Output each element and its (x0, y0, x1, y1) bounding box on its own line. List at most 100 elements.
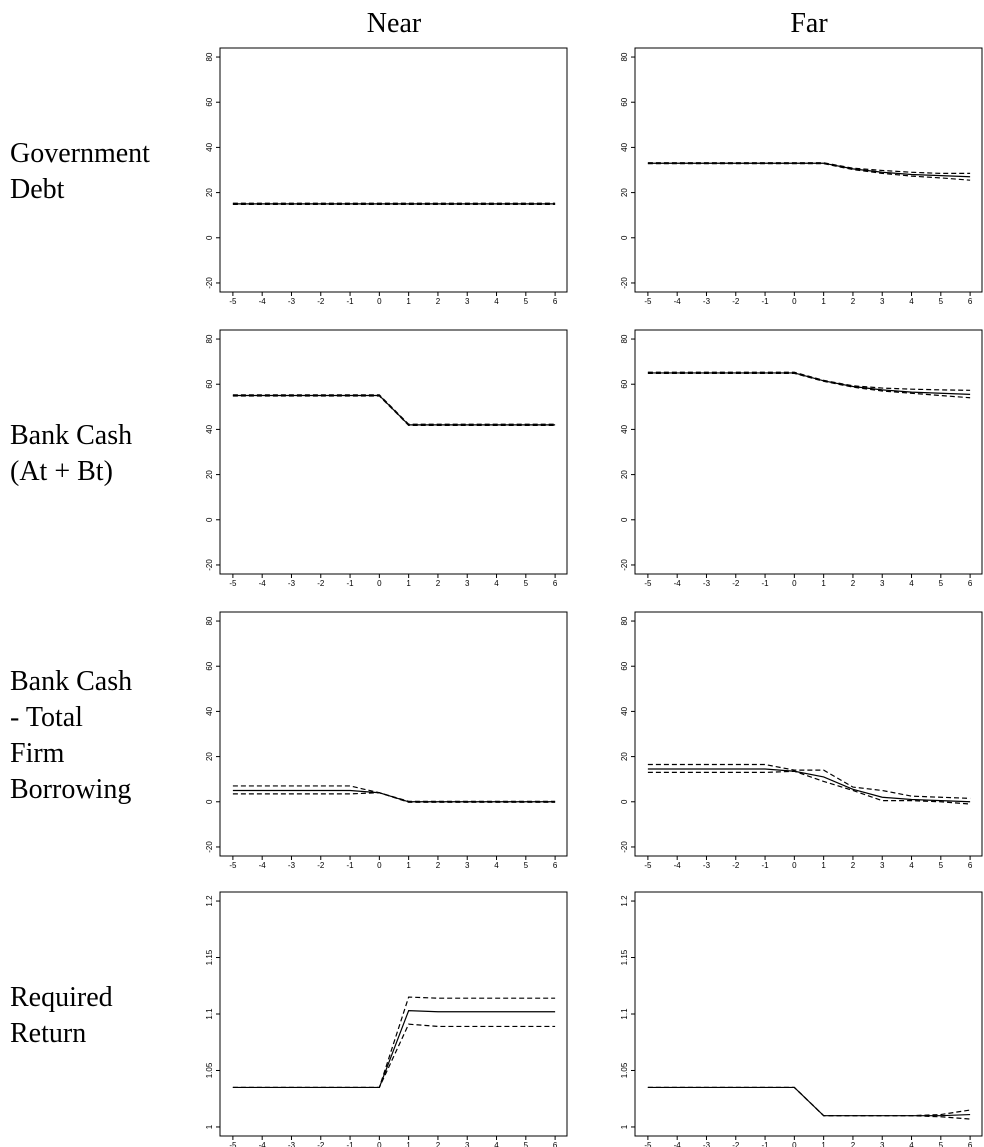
x-tick-label: 5 (939, 297, 944, 306)
x-tick-label: 1 (406, 297, 411, 306)
y-tick-label: 1.05 (205, 1062, 214, 1078)
x-tick-label: 5 (524, 297, 529, 306)
x-tick-label: -4 (674, 297, 682, 306)
y-tick-label: 20 (620, 470, 629, 479)
x-tick-label: 4 (494, 297, 499, 306)
x-tick-label: 4 (909, 579, 914, 588)
x-tick-label: 1 (821, 1141, 826, 1147)
x-tick-label: 2 (436, 297, 441, 306)
y-tick-label: 20 (205, 188, 214, 197)
line (232, 394, 556, 426)
line (647, 1086, 971, 1117)
line (232, 996, 556, 1089)
y-tick-label: 1 (620, 1124, 629, 1129)
plot-frame (219, 611, 568, 857)
line (647, 763, 971, 799)
panel: -5 -4 -3 -2 -1 0 1 2 3 4 5 6 -20 0 20 40 60 80 (620, 47, 983, 306)
x-tick-label: -5 (644, 1141, 652, 1147)
x-tick-label: 0 (377, 1141, 382, 1147)
x-tick-label: -4 (674, 579, 682, 588)
y-tick-label: 40 (620, 424, 629, 433)
line (647, 162, 971, 178)
panel: -5 -4 -3 -2 -1 0 1 2 3 4 5 6 1 1.05 1.1 1.15 1.2 (620, 891, 983, 1147)
y-tick-label: 20 (205, 470, 214, 479)
x-tick-label: -4 (259, 579, 267, 588)
x-tick-label: 3 (880, 861, 885, 870)
x-tick-label: -5 (644, 297, 652, 306)
line (647, 768, 971, 803)
y-tick-label: 1 (205, 1124, 214, 1129)
x-tick-label: 2 (851, 579, 856, 588)
plot-frame (219, 47, 568, 293)
x-tick-label: 1 (406, 861, 411, 870)
x-tick-label: 5 (524, 579, 529, 588)
x-tick-label: 3 (880, 1141, 885, 1147)
y-tick-label: 40 (205, 424, 214, 433)
column-header: Far (790, 8, 828, 39)
x-tick-label: 6 (553, 861, 558, 870)
x-tick-label: -4 (674, 1141, 682, 1147)
x-tick-label: 2 (436, 861, 441, 870)
line (232, 394, 556, 425)
x-tick-label: 3 (880, 579, 885, 588)
y-tick-label: 1.05 (620, 1062, 629, 1078)
y-tick-label: 1.1 (620, 1008, 629, 1020)
x-tick-label: -2 (317, 297, 325, 306)
row-label: (At + Bt) (10, 456, 113, 487)
x-tick-label: 3 (465, 861, 470, 870)
x-tick-label: -3 (703, 579, 711, 588)
y-tick-label: 20 (620, 188, 629, 197)
line (232, 395, 556, 426)
plot-frame (219, 891, 568, 1137)
x-tick-label: 1 (406, 579, 411, 588)
x-tick-label: -3 (703, 861, 711, 870)
x-tick-label: -1 (761, 861, 769, 870)
x-tick-label: -5 (644, 579, 652, 588)
panel: -5 -4 -3 -2 -1 0 1 2 3 4 5 6 -20 0 20 40 60 80 (620, 611, 983, 870)
x-tick-label: 3 (465, 1141, 470, 1147)
row-label: - Total (10, 702, 83, 733)
x-tick-label: 6 (968, 579, 973, 588)
line (232, 1009, 556, 1089)
x-tick-label: -3 (288, 1141, 296, 1147)
plot-frame (634, 47, 983, 293)
y-tick-label: 60 (205, 379, 214, 388)
x-tick-label: -3 (288, 297, 296, 306)
line (647, 770, 971, 805)
y-tick-label: 40 (205, 142, 214, 151)
x-tick-label: 4 (494, 579, 499, 588)
plot-frame (634, 329, 983, 575)
row-label: Borrowing (10, 774, 131, 805)
x-tick-label: -2 (317, 861, 325, 870)
x-tick-label: -1 (761, 297, 769, 306)
panel: -5 -4 -3 -2 -1 0 1 2 3 4 5 6 1 1.05 1.1 1.15 1.2 (205, 891, 568, 1147)
y-tick-label: 0 (205, 517, 214, 522)
x-tick-label: 5 (939, 579, 944, 588)
x-tick-label: -4 (259, 297, 267, 306)
y-tick-label: -20 (620, 277, 629, 289)
x-tick-label: 5 (939, 1141, 944, 1147)
x-tick-label: -1 (346, 579, 354, 588)
line (232, 792, 556, 803)
y-tick-label: -20 (205, 277, 214, 289)
x-tick-label: 2 (851, 297, 856, 306)
x-tick-label: 2 (851, 1141, 856, 1147)
x-tick-label: 5 (939, 861, 944, 870)
y-tick-label: 60 (620, 379, 629, 388)
x-tick-label: 0 (377, 297, 382, 306)
x-tick-label: -1 (346, 297, 354, 306)
x-tick-label: -2 (732, 579, 740, 588)
y-tick-label: 0 (620, 799, 629, 804)
x-tick-label: -1 (761, 1141, 769, 1147)
y-tick-label: -20 (205, 841, 214, 853)
x-tick-label: 0 (792, 297, 797, 306)
x-tick-label: -5 (229, 579, 237, 588)
x-tick-label: 4 (909, 1141, 914, 1147)
x-tick-label: 6 (553, 579, 558, 588)
y-tick-label: 80 (205, 52, 214, 61)
y-tick-label: 60 (620, 97, 629, 106)
y-tick-label: 1.15 (205, 949, 214, 965)
y-tick-label: 1.2 (620, 895, 629, 907)
row-label: Bank Cash (10, 666, 132, 697)
